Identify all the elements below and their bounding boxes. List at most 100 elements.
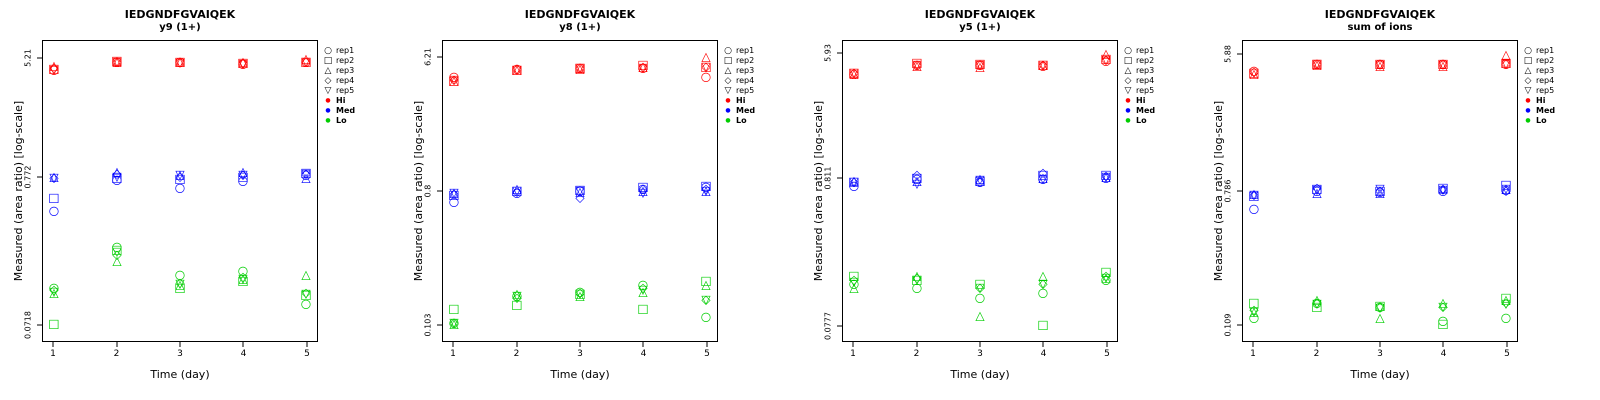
point-hi-rep5: ▽: [1501, 56, 1511, 71]
point-med-rep2: □: [1248, 188, 1260, 203]
point-hi-rep1: ○: [637, 60, 649, 75]
legend-label: rep1: [736, 46, 755, 55]
point-lo-rep3: △: [975, 308, 985, 323]
x-tick-mark: [52, 342, 54, 347]
plot-area: ○ ○ ○ ○ ○ □ □ □ □ □ △ △ △ △ △ ◇ ◇ ◇ ◇ ◇ ▽ ▽ ▽ ▽ ▽ ○ ○ ○ ○ ○ □ □ □ □ □ △ △ △ △ △…: [1242, 40, 1518, 342]
point-med-rep5: ▽: [449, 186, 459, 201]
point-med-rep5: ▽: [112, 169, 122, 184]
point-med-rep2: □: [48, 190, 60, 205]
legend-label: rep5: [336, 86, 355, 95]
point-lo-rep2: □: [448, 301, 460, 316]
point-hi-rep2: □: [1100, 51, 1112, 66]
point-med-rep4: ◇: [449, 186, 459, 201]
point-med-rep2: □: [637, 179, 649, 194]
point-hi-rep5: ▽: [912, 57, 922, 72]
legend-label: Med: [1136, 106, 1156, 115]
triangle-icon: △: [324, 66, 332, 76]
dot-icon: ●: [1125, 107, 1131, 114]
point-lo-rep5: ▽: [849, 274, 859, 289]
legend-label: rep5: [1136, 86, 1155, 95]
chart-subtitle: y8 (1+): [559, 22, 601, 33]
point-hi-rep5: ▽: [175, 55, 185, 70]
point-hi-rep2: □: [974, 56, 986, 71]
legend-item-rep5: ▽ rep5: [723, 86, 755, 96]
point-hi-rep2: □: [1374, 56, 1386, 71]
point-hi-rep1: ○: [1311, 56, 1323, 71]
square-icon: □: [723, 56, 733, 66]
legend-label: rep4: [1136, 76, 1155, 85]
x-tick-label: 1: [1250, 349, 1256, 359]
circle-icon: ○: [324, 46, 332, 56]
point-med-rep1: ○: [1037, 171, 1049, 186]
chart-title: IEDGNDFGVAIQEK: [124, 8, 236, 21]
legend-label: rep4: [736, 76, 755, 85]
legend-item-med: ● Med: [323, 106, 355, 116]
point-med-rep4: ◇: [912, 167, 922, 182]
x-tick-mark: [1252, 342, 1254, 347]
point-lo-rep3: △: [49, 285, 59, 300]
point-lo-rep4: ◇: [975, 280, 985, 295]
point-med-rep3: △: [112, 164, 122, 179]
point-lo-rep5: ▽: [1249, 304, 1259, 319]
legend-label: Hi: [336, 96, 346, 105]
point-lo-rep3: △: [1101, 270, 1111, 285]
point-lo-rep4: ◇: [575, 285, 585, 300]
legend-item-rep4: ◇ rep4: [1523, 76, 1555, 86]
point-hi-rep5: ▽: [849, 65, 859, 80]
point-lo-rep4: ◇: [1501, 295, 1511, 310]
x-tick-mark: [1106, 342, 1108, 347]
x-tick-label: 3: [577, 349, 583, 359]
point-lo-rep5: ▽: [1438, 299, 1448, 314]
point-hi-rep5: ▽: [238, 56, 248, 71]
point-med-rep1: ○: [911, 171, 923, 186]
point-lo-rep5: ▽: [301, 286, 311, 301]
circle-icon: ○: [1124, 46, 1132, 56]
legend: ○ rep1 □ rep2 △ rep3 ◇ rep4 ▽ rep5 ● Hi ● Med ● Lo: [1523, 46, 1555, 126]
diamond-icon: ◇: [324, 76, 332, 86]
point-med-rep2: □: [911, 170, 923, 185]
point-hi-rep4: ◇: [112, 54, 122, 69]
x-tick-mark: [579, 342, 581, 347]
point-hi-rep3: △: [175, 54, 185, 69]
point-lo-rep5: ▽: [912, 272, 922, 287]
point-hi-rep4: ◇: [1438, 56, 1448, 71]
legend-item-rep2: □ rep2: [323, 56, 355, 66]
point-lo-rep5: ▽: [701, 292, 711, 307]
point-lo-rep2: □: [511, 297, 523, 312]
point-lo-rep5: ▽: [1312, 296, 1322, 311]
diamond-icon: ◇: [1524, 76, 1532, 86]
point-med-rep5: ▽: [1438, 182, 1448, 197]
x-tick-mark: [916, 342, 918, 347]
point-lo-rep1: ○: [237, 263, 249, 278]
point-lo-rep4: ◇: [849, 272, 859, 287]
point-med-rep2: □: [700, 178, 712, 193]
point-lo-rep3: △: [1038, 268, 1048, 283]
point-lo-rep5: ▽: [975, 280, 985, 295]
legend-item-rep4: ◇ rep4: [1123, 76, 1155, 86]
point-lo-rep5: ▽: [238, 271, 248, 286]
legend-item-rep5: ▽ rep5: [323, 86, 355, 96]
triangle-down-icon: ▽: [1524, 86, 1532, 96]
point-hi-rep5: ▽: [1038, 57, 1048, 72]
x-tick-mark: [1379, 342, 1381, 347]
point-lo-rep2: □: [1100, 264, 1112, 279]
plot-wrap: ○ ○ ○ ○ ○ □ □ □ □ □ △ △ △ △ △ ◇ ◇ ◇ ◇ ◇ ▽ ▽ ▽ ▽ ▽ ○ ○ ○ ○ ○ □ □ □ □ □ △ △ △ △ △…: [424, 40, 718, 359]
point-lo-rep4: ◇: [1101, 268, 1111, 283]
point-med-rep3: △: [1038, 170, 1048, 185]
point-lo-rep3: △: [175, 277, 185, 292]
legend-item-rep1: ○ rep1: [323, 46, 355, 56]
point-lo-rep2: □: [1311, 299, 1323, 314]
dot-icon: ●: [1125, 97, 1131, 104]
point-lo-rep5: ▽: [638, 282, 648, 297]
point-hi-rep2: □: [848, 65, 860, 80]
point-med-rep4: ◇: [575, 190, 585, 205]
point-hi-rep5: ▽: [1375, 57, 1385, 72]
point-lo-rep2: □: [1037, 317, 1049, 332]
point-lo-rep3: △: [638, 284, 648, 299]
point-med-rep1: ○: [300, 167, 312, 182]
x-axis-label: Time (day): [550, 368, 610, 381]
point-med-rep5: ▽: [301, 166, 311, 181]
point-med-rep1: ○: [1374, 184, 1386, 199]
x-axis-label: Time (day): [950, 368, 1010, 381]
point-hi-rep3: △: [701, 50, 711, 65]
